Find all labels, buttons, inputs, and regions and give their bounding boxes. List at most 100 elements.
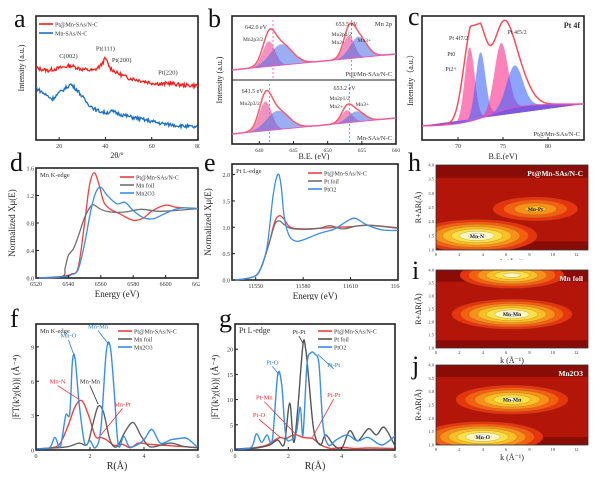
component-label: Pt2+: [445, 67, 457, 73]
component-label: Mn2p3/2: [240, 101, 260, 107]
contour-level: [524, 205, 547, 213]
legend-label: Pt@Mn-SAs/N-C: [134, 330, 177, 336]
heatmap-title: Mn foil: [559, 274, 583, 283]
y-tick-label: 2.5: [428, 205, 434, 210]
wavelet-h-chart: Mn-N Mn-Pt Pt@Mn-SAs/N-C 0 2 4 6 8 10 12 1.0 1.5 2.0…: [414, 163, 589, 267]
peak-annotation: Pt(220): [158, 69, 178, 76]
component-label: Mn3+: [358, 38, 372, 44]
peak-energy-label: 653.5 eV: [336, 22, 359, 28]
exafs-pt-chart: Pt@Mn-SAs/N-CPt foil PtO2 Pt L-edge Pt-Pt Pt…: [210, 323, 397, 472]
y-tick-label: 3.5: [428, 177, 434, 182]
legend-label: Pt foil: [324, 179, 339, 186]
maximum-label: Mn-Pt: [528, 207, 543, 213]
peak-annotation: Pt(111): [96, 46, 115, 53]
panel-label: c: [408, 2, 420, 31]
y-tick-label: 0: [31, 449, 34, 455]
bond-annotation: Pt-Pt: [327, 362, 340, 369]
x-tick-label: 0: [234, 454, 237, 460]
annotation-arrow: [57, 385, 80, 400]
component-label: Mn2+: [330, 104, 344, 110]
heatmap-title: Mn2O3: [558, 369, 583, 378]
series-line: [231, 173, 399, 281]
peak-label: Pt 4f7/2: [449, 35, 468, 42]
bond-annotation: Pt-O: [253, 412, 266, 419]
series-line: [35, 399, 199, 450]
x-tick-label: 10: [551, 350, 556, 355]
series-line: [234, 351, 396, 450]
y-tick-label: 1.5: [428, 233, 434, 238]
x-tick-label: 8: [528, 447, 531, 452]
y-tick-label: 4.0: [428, 268, 434, 273]
y-tick-label: 3: [31, 414, 34, 420]
plot-frame: [234, 323, 396, 451]
annotation-arrow: [272, 366, 280, 375]
x-tick-label: 12: [574, 447, 579, 452]
y-tick-label: 1.2: [27, 194, 35, 200]
y-tick-label: 2.0: [428, 219, 434, 224]
panel-f: f Pt@Mn-SAs/N-C Mn foil Mn2O3 Mn K-edge Mn-O…: [0, 300, 200, 482]
y-tick-label: 2.0: [223, 173, 231, 179]
plot-frame: [35, 15, 199, 141]
x-tick-label: 6: [394, 454, 397, 460]
x-tick-label: 8: [528, 252, 531, 257]
fit-component-area: [232, 110, 396, 134]
bond-annotation: Mn-O: [60, 333, 76, 340]
panel-label: h: [408, 148, 421, 177]
series-line: [35, 341, 199, 450]
bond-annotation: Pt-O: [266, 359, 279, 366]
y-tick-label: 1.5: [428, 333, 434, 338]
y-tick-label: 5: [230, 423, 233, 429]
y-axis-label: R+ΔR(Å): [414, 293, 423, 325]
series-line: [35, 172, 199, 279]
y-axis-label: Intensity (a.u.): [17, 44, 26, 91]
plot-frame: [35, 167, 199, 279]
fit-component-area: [232, 111, 396, 134]
peak-energy-label: 642.0 eV: [245, 25, 268, 31]
x-tick-label: 640: [255, 148, 264, 154]
x-tick-label: 80: [195, 144, 200, 150]
xps-mn2p-chart: 642.0 eV 653.5 eV Mn2p3/2 Mn2p1/2 Mn2+ Mn3+ Mn…: [215, 15, 400, 161]
x-tick-label: 6: [505, 447, 508, 452]
panel-label: d: [10, 148, 23, 177]
y-axis-label: Intensity (a.u.): [215, 56, 224, 103]
y-axis-label: |FT(k³χ(k))| (Å⁻⁴): [210, 355, 220, 419]
panel-j: j Mn-O Mn-Mn Mn2O3 0 2 4 6 8 10 12 1.0 1.5 2.0 2.5 3.0…: [400, 353, 600, 482]
bond-annotation: Mn-Mn: [88, 324, 109, 331]
baseline: [231, 117, 397, 135]
legend-label: PtO2: [334, 346, 346, 352]
y-tick-label: 4.0: [428, 363, 434, 368]
x-tick-label: 4: [340, 454, 343, 460]
x-axis-label: B.E.(eV): [489, 152, 518, 160]
x-tick-label: 655: [358, 148, 367, 154]
y-axis-label: Normalized Xμ(E): [203, 188, 213, 256]
panel-label: e: [204, 148, 216, 177]
x-tick-label: 40: [102, 144, 108, 150]
heatmap-layer: [436, 165, 588, 250]
x-tick-label: 0: [435, 252, 438, 257]
x-axis-label: R(Å): [305, 460, 326, 472]
xanes-mn-chart: Pt@Mn-SAs/N-CMn foil Mn2O3 Mn K-edge 6520 65…: [7, 167, 204, 300]
baseline: [421, 103, 585, 127]
maximum-label: Mn-O: [476, 435, 491, 441]
edge-title: Mn K-edge: [40, 328, 70, 335]
x-tick-label: 4: [482, 350, 485, 355]
y-axis-label: Normalized Xμ(E): [7, 189, 17, 257]
y-tick-label: 1.5: [223, 199, 231, 205]
peak-energy-label: 641.5 eV: [242, 89, 265, 95]
x-tick-label: 60: [149, 144, 155, 150]
component-label: Mn2p1/2: [332, 32, 352, 38]
legend-label: Mn-SAs/N-C: [55, 32, 87, 38]
x-tick-label: 645: [289, 148, 298, 154]
x-tick-label: 6600: [160, 282, 172, 288]
annotation-arrow: [100, 408, 123, 436]
peak-energy-label: 653.2 eV: [334, 86, 357, 92]
wavelet-i-chart: Mn-Mn Mn foil 0 2 4 6 8 10 12 1.0 1.5 2.0 2.5 3.0 3.5 4…: [414, 268, 589, 365]
plot-frame: [231, 163, 399, 281]
bond-annotation: Pt-Pt: [327, 392, 340, 399]
x-tick-label: 11610: [343, 284, 358, 290]
peak-annotation: C(002): [59, 53, 77, 60]
contour-level: [503, 272, 521, 278]
x-tick-label: 6: [505, 252, 508, 257]
panel-label: i: [412, 256, 420, 285]
x-axis-label: R(Å): [107, 460, 128, 472]
